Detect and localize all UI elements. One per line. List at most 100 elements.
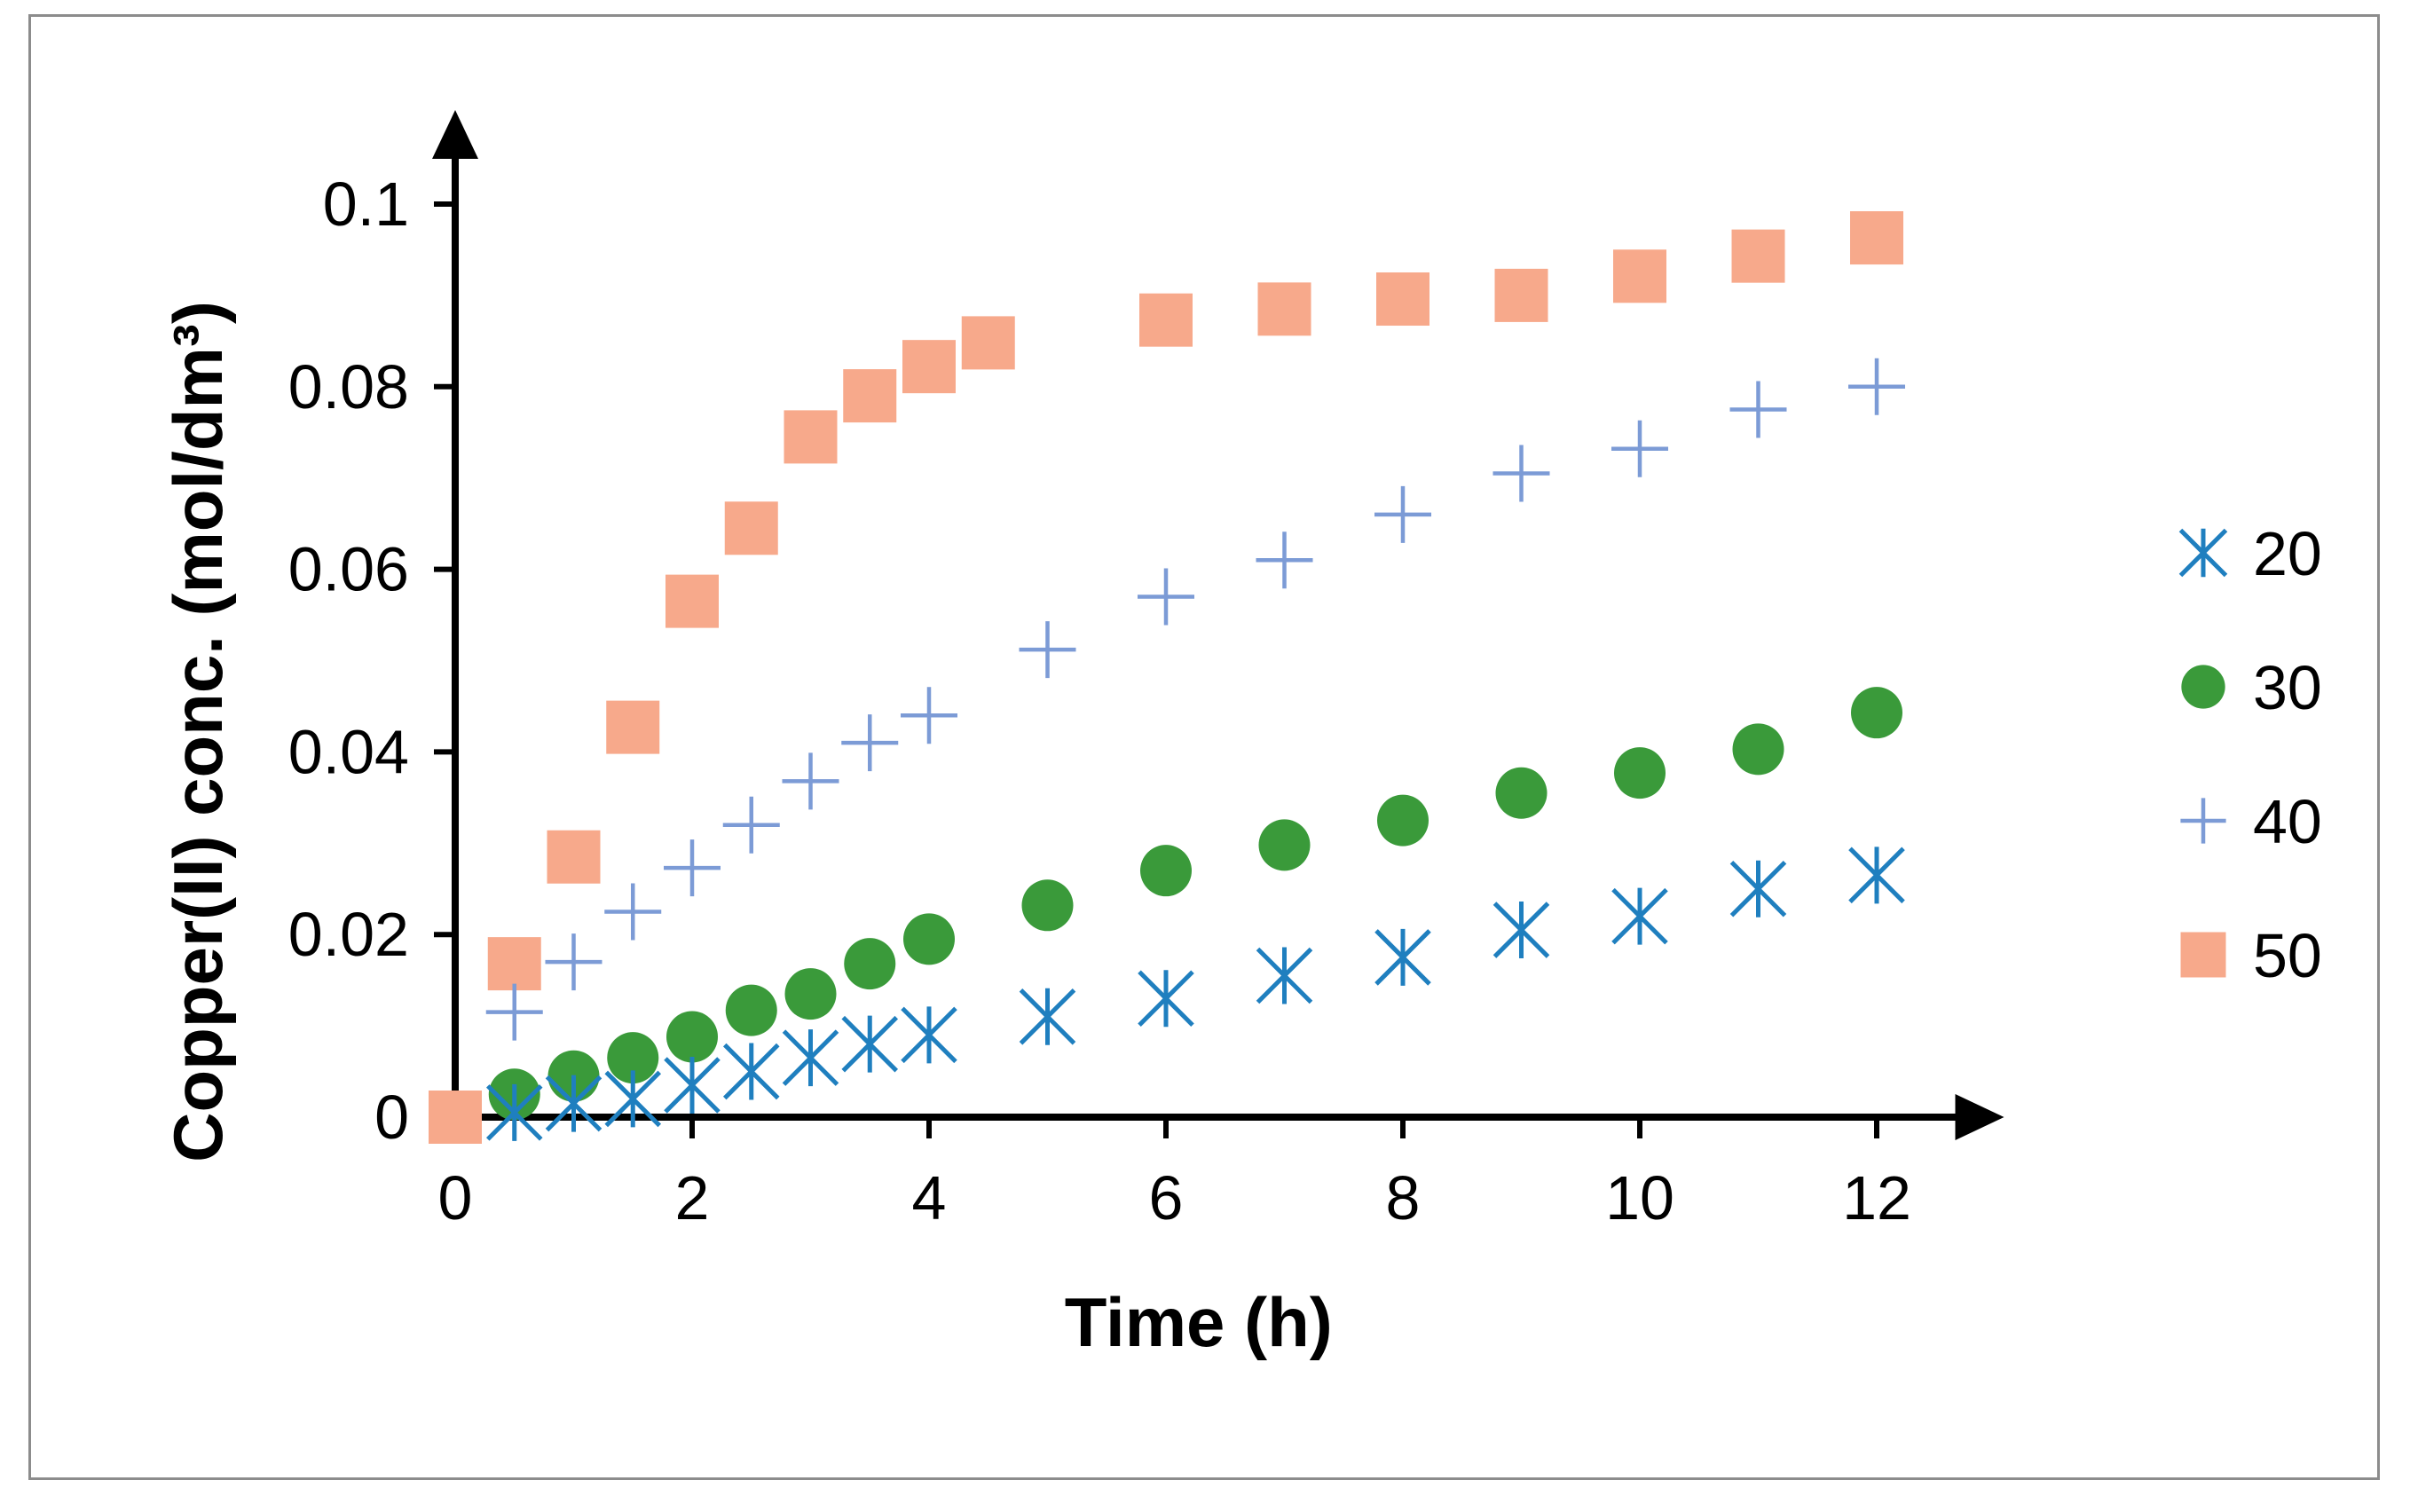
- point-50: [843, 369, 897, 423]
- axes: 0 2 4 6 8 10 12 0 0.02 0.04 0.06 0.08 0.1: [288, 110, 2004, 1232]
- point-30: [784, 968, 837, 1020]
- point-40: [604, 883, 662, 941]
- point-40: [1848, 358, 1905, 415]
- point-20: [1374, 928, 1431, 986]
- point-20: [782, 1029, 839, 1087]
- x-tick-label: 8: [1386, 1163, 1421, 1232]
- legend-item-20: 20: [2178, 519, 2322, 588]
- point-50: [487, 937, 541, 991]
- y-axis-arrow: [432, 110, 478, 159]
- legend-label-30: 30: [2253, 653, 2322, 722]
- point-50: [1257, 282, 1311, 336]
- point-40: [1019, 621, 1076, 679]
- point-20: [664, 1056, 721, 1114]
- y-tick-label: 0.02: [288, 900, 409, 969]
- point-20: [1256, 947, 1313, 1004]
- point-20: [1492, 902, 1550, 959]
- y-tick-label: 0.04: [288, 717, 409, 786]
- x-tick-label: 10: [1605, 1163, 1674, 1232]
- legend-marker-50: [2180, 932, 2226, 978]
- point-30: [1495, 767, 1548, 819]
- legend-item-50: 50: [2180, 921, 2322, 990]
- point-20: [901, 1006, 957, 1064]
- point-40: [664, 839, 721, 897]
- point-50: [1850, 211, 1903, 265]
- point-40: [485, 983, 543, 1041]
- point-40: [1256, 532, 1313, 589]
- legend-marker-20: [2178, 528, 2228, 578]
- point-50: [666, 574, 719, 628]
- point-40: [1729, 381, 1787, 438]
- legend-item-40: 40: [2180, 787, 2322, 856]
- point-20: [485, 1083, 543, 1141]
- point-50: [1139, 293, 1193, 347]
- legend-label-40: 40: [2253, 787, 2322, 856]
- point-50: [784, 410, 838, 464]
- series-20: [485, 847, 1905, 1141]
- x-axis-arrow: [1955, 1094, 2004, 1140]
- y-tick-label: 0: [374, 1083, 409, 1152]
- point-40: [1138, 568, 1194, 626]
- legend-item-30: 30: [2181, 653, 2322, 722]
- y-tick-label: 0.1: [323, 169, 409, 239]
- point-50: [1613, 249, 1666, 303]
- point-20: [1019, 988, 1076, 1045]
- point-50: [1494, 268, 1548, 322]
- point-40: [901, 687, 957, 744]
- point-40: [1374, 485, 1431, 543]
- point-30: [725, 984, 777, 1036]
- point-30: [1377, 794, 1429, 847]
- point-20: [545, 1075, 602, 1132]
- point-30: [844, 938, 896, 990]
- chart-frame: 0 2 4 6 8 10 12 0 0.02 0.04 0.06 0.08 0.1 20 30 40 50 T…: [28, 14, 2380, 1480]
- data-marks: [429, 211, 1905, 1144]
- series-30: [488, 687, 1902, 1121]
- x-axis-title: Time (h): [1065, 1283, 1333, 1361]
- point-30: [1614, 747, 1666, 799]
- scatter-chart: 0 2 4 6 8 10 12 0 0.02 0.04 0.06 0.08 0.1 20 30 40 50 T…: [159, 110, 2322, 1361]
- series-40: [485, 358, 1905, 1041]
- point-30: [1140, 845, 1192, 897]
- point-30: [1258, 819, 1311, 871]
- point-50: [547, 830, 601, 884]
- point-50: [606, 700, 660, 754]
- point-30: [1021, 879, 1074, 932]
- x-tick-label: 2: [675, 1163, 710, 1232]
- point-20: [604, 1070, 662, 1128]
- point-40: [1492, 445, 1550, 502]
- point-20: [1611, 887, 1668, 945]
- series-50: [429, 211, 1903, 1144]
- x-tick-label: 4: [912, 1163, 947, 1232]
- point-40: [722, 796, 780, 854]
- point-30: [666, 1011, 718, 1063]
- point-20: [841, 1015, 899, 1073]
- point-40: [841, 714, 899, 772]
- x-tick-label: 6: [1149, 1163, 1184, 1232]
- y-axis-title: Copper(II) conc. (mol/dm³): [159, 301, 237, 1162]
- point-50: [902, 340, 956, 394]
- point-50: [1731, 229, 1785, 283]
- y-tick-label: 0.08: [288, 352, 409, 421]
- legend-label-20: 20: [2253, 519, 2322, 588]
- point-40: [545, 933, 602, 991]
- point-40: [1611, 420, 1668, 477]
- point-30: [1851, 687, 1902, 739]
- point-30: [903, 913, 955, 965]
- point-20: [1729, 860, 1787, 917]
- point-40: [782, 752, 839, 810]
- point-20: [1848, 847, 1905, 904]
- x-tick-label: 0: [438, 1163, 473, 1232]
- point-50: [961, 316, 1015, 370]
- y-tick-label: 0.06: [288, 535, 409, 604]
- x-tick-label: 12: [1842, 1163, 1911, 1232]
- point-50: [429, 1091, 482, 1144]
- legend: 20 30 40 50: [2178, 519, 2322, 990]
- point-20: [722, 1043, 780, 1100]
- legend-marker-40: [2180, 798, 2226, 844]
- point-30: [607, 1032, 659, 1084]
- point-50: [1376, 272, 1429, 327]
- legend-marker-30: [2181, 665, 2225, 709]
- point-30: [1732, 723, 1784, 776]
- legend-label-50: 50: [2253, 921, 2322, 990]
- point-20: [1138, 970, 1194, 1028]
